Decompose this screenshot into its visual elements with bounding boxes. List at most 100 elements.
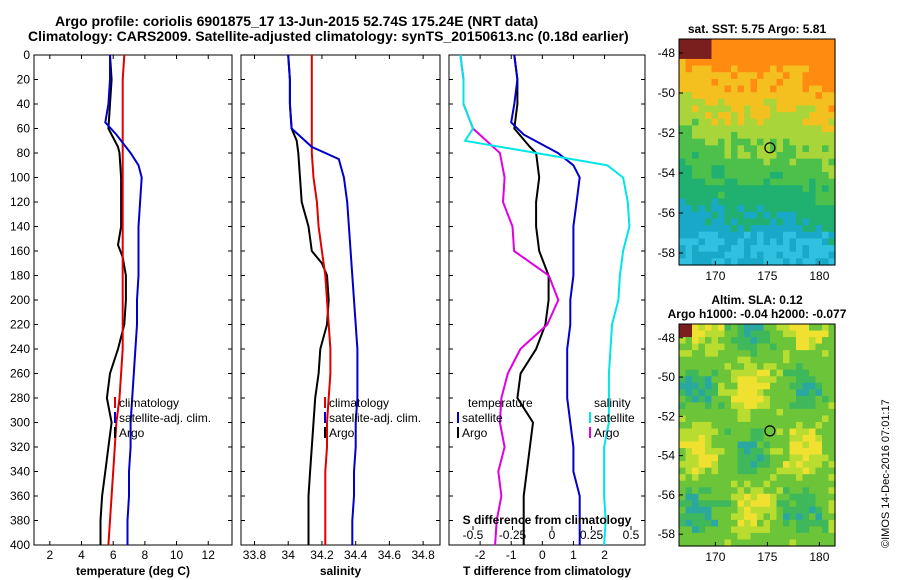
map-cell (744, 337, 752, 345)
map-cell (783, 245, 791, 253)
map-cell (744, 105, 752, 113)
map-cell (796, 343, 804, 351)
map-cell (679, 58, 687, 67)
map-cell (757, 185, 765, 193)
map-cell (731, 145, 739, 153)
map-cell (802, 58, 810, 67)
map-cell (770, 421, 778, 430)
map-cell (718, 105, 726, 113)
map-cell (744, 231, 752, 240)
map-cell (744, 132, 752, 140)
map-cell (770, 408, 778, 417)
map-cell (718, 376, 726, 384)
map-cell (744, 480, 752, 488)
legend-label: Argo (329, 426, 355, 440)
map-cell (802, 474, 810, 482)
map-cell (698, 92, 706, 100)
map-cell (744, 369, 752, 377)
map-cell (731, 343, 739, 351)
map-cell (789, 185, 797, 193)
map-cell (815, 225, 823, 233)
map-cell (737, 132, 745, 140)
map-cell (731, 225, 739, 233)
map-cell (822, 258, 830, 266)
map-cell (711, 428, 719, 436)
map-cell (737, 474, 745, 482)
map-cell (770, 225, 778, 233)
map-cell (815, 112, 823, 120)
map-cell (809, 39, 817, 47)
map-cell (718, 245, 726, 253)
map-cell (828, 98, 836, 107)
map-cell (789, 118, 797, 127)
x-axis-label: temperature (deg C) (76, 564, 190, 578)
map-cell (679, 467, 687, 475)
map-cell (679, 191, 687, 200)
map-cell (802, 245, 810, 253)
map-cell (789, 145, 797, 153)
map-cell (705, 72, 713, 80)
map-cell (822, 421, 830, 430)
map-cell (692, 480, 700, 488)
map-cell (750, 258, 758, 266)
map-cell (685, 415, 693, 423)
map-cell (763, 382, 771, 390)
map-cell (692, 52, 700, 60)
map-cell (744, 45, 752, 53)
map-cell (796, 198, 804, 206)
map-cell (796, 500, 804, 508)
map-cell (783, 356, 791, 364)
map-cell (802, 369, 810, 377)
map-cell (776, 369, 784, 377)
map-cell (770, 350, 778, 358)
map-cell (705, 185, 713, 193)
map-cell (718, 421, 726, 430)
map-cell (770, 415, 778, 423)
map-cell (692, 205, 700, 213)
map-cell (705, 493, 713, 501)
map-cell (770, 158, 778, 166)
map-cell (770, 92, 778, 100)
map-cell (744, 461, 752, 469)
map-cell (692, 376, 700, 384)
map-cell (718, 191, 726, 200)
map-cell (763, 132, 771, 140)
map-cell (731, 441, 739, 449)
temperature-profile-panel: 0204060801001201401601802002202402602803… (10, 48, 233, 578)
map-cell (698, 245, 706, 253)
map-x-tick-label: 180 (809, 269, 829, 283)
map-cell (692, 92, 700, 100)
map-cell (718, 92, 726, 100)
map-cell (705, 65, 713, 73)
map-cell (744, 474, 752, 482)
map-cell (737, 178, 745, 186)
map-cell (731, 92, 739, 100)
map-cell (705, 178, 713, 186)
map-cell (724, 225, 732, 233)
map-cell (802, 350, 810, 358)
map-cell (731, 350, 739, 358)
map-cell (731, 402, 739, 410)
map-cell (685, 428, 693, 436)
map-cell (770, 105, 778, 113)
map-cell (783, 39, 791, 47)
map-cell (783, 238, 791, 246)
map-cell (763, 493, 771, 501)
map-cell (705, 343, 713, 351)
map-cell (789, 376, 797, 384)
map-cell (679, 415, 687, 423)
map-cell (685, 225, 693, 233)
map-cell (783, 330, 791, 338)
map-cell (757, 211, 765, 220)
map-cell (692, 526, 700, 534)
map-cell (802, 198, 810, 206)
map-cell (802, 238, 810, 246)
map-cell (698, 415, 706, 423)
map-cell (796, 467, 804, 475)
map-cell (692, 45, 700, 53)
map-cell (711, 78, 719, 87)
map-cell (809, 382, 817, 390)
map-cell (737, 85, 745, 93)
series-line-climatology (310, 55, 332, 545)
x2-tick-label: -0.25 (499, 528, 527, 542)
